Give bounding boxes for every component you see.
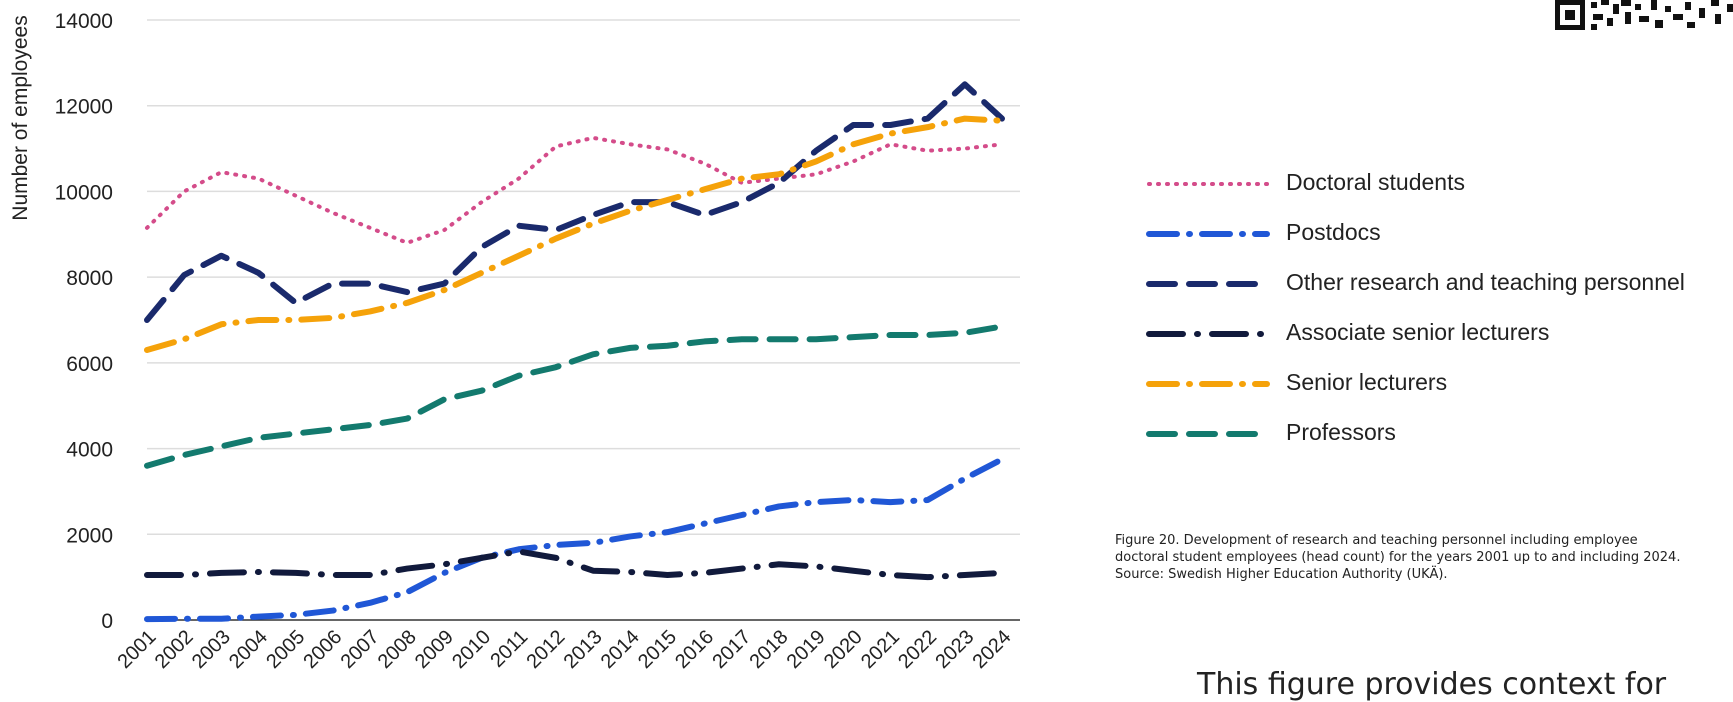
y-tick-label: 4000 (66, 439, 113, 462)
legend-swatch (1147, 182, 1269, 186)
caption-line-2: doctoral student employees (head count) … (1115, 550, 1681, 565)
x-tick-label: 2004 (225, 626, 272, 673)
x-tick-label: 2015 (634, 626, 681, 673)
x-tick-label: 2010 (448, 626, 495, 673)
y-axis-label: Number of employees (9, 15, 32, 220)
series-line-4 (144, 548, 1005, 581)
x-tick-label: 2002 (151, 626, 198, 673)
x-tick-label: 2020 (820, 626, 867, 673)
caption-line-1: Figure 20. Development of research and t… (1115, 533, 1638, 548)
caption-line-3: Source: Swedish Higher Education Authori… (1115, 567, 1448, 582)
legend-item: Postdocs (1145, 218, 1733, 248)
x-tick-label: 2017 (708, 626, 755, 673)
series-line-1 (145, 135, 1004, 245)
x-tick-label: 2007 (337, 626, 384, 673)
x-tick-label: 2023 (931, 626, 978, 673)
legend-label: Senior lecturers (1286, 369, 1448, 395)
x-tick-label: 2005 (262, 626, 309, 673)
x-tick-label: 2013 (560, 626, 607, 673)
x-tick-label: 2008 (374, 626, 421, 673)
qr-code-icon (1555, 0, 1733, 30)
y-tick-label: 0 (101, 610, 113, 633)
legend-label: Professors (1286, 419, 1396, 445)
legend-label: Doctoral students (1286, 169, 1465, 195)
x-axis-ticks: 2001200220032004200520062007200820092010… (114, 626, 1016, 673)
x-tick-label: 2009 (411, 626, 458, 673)
series-lines (144, 81, 1005, 623)
y-tick-label: 14000 (55, 10, 113, 33)
legend-item: Doctoral students (1145, 168, 1733, 198)
x-tick-label: 2003 (188, 626, 235, 673)
y-tick-label: 6000 (66, 353, 113, 376)
legend-swatch (1146, 231, 1270, 237)
y-axis-ticks: 0 2000 4000 6000 8000 10000 12000 14000 (55, 10, 113, 633)
legend-label: Postdocs (1286, 219, 1381, 245)
legend-swatch (1146, 281, 1270, 287)
series-line-2 (144, 456, 1005, 623)
x-tick-label: 2001 (114, 626, 161, 673)
body-paragraph: This figure provides context for (1197, 667, 1667, 702)
legend-swatch (1146, 431, 1270, 437)
x-tick-label: 2016 (671, 626, 718, 673)
legend-item: Professors (1145, 418, 1733, 448)
legend-item: Associate senior lecturers (1145, 318, 1733, 348)
y-tick-label: 12000 (55, 96, 113, 119)
x-tick-label: 2021 (857, 626, 904, 673)
series-line-3 (144, 81, 1005, 323)
legend-label: Associate senior lecturers (1286, 319, 1550, 345)
x-tick-label: 2014 (597, 626, 644, 673)
legend-item: Other research and teaching personnel (1145, 268, 1733, 298)
series-line-6 (144, 323, 1005, 469)
x-tick-label: 2018 (745, 626, 792, 673)
y-tick-label: 2000 (66, 524, 113, 547)
y-tick-label: 8000 (66, 267, 113, 290)
legend-swatch (1146, 381, 1270, 387)
x-tick-label: 2012 (522, 626, 569, 673)
legend-label: Other research and teaching personnel (1286, 269, 1685, 295)
figure-caption: Figure 20. Development of research and t… (1115, 532, 1733, 583)
x-tick-label: 2024 (969, 626, 1016, 673)
x-tick-label: 2011 (486, 626, 532, 672)
x-tick-label: 2006 (299, 626, 346, 673)
y-tick-label: 10000 (55, 181, 113, 204)
x-tick-label: 2022 (894, 626, 941, 673)
grid-lines (147, 19, 1020, 621)
legend-swatch (1146, 331, 1270, 337)
legend-item: Senior lecturers (1145, 368, 1733, 398)
series-line-5 (144, 115, 1005, 353)
x-tick-label: 2019 (783, 626, 830, 673)
